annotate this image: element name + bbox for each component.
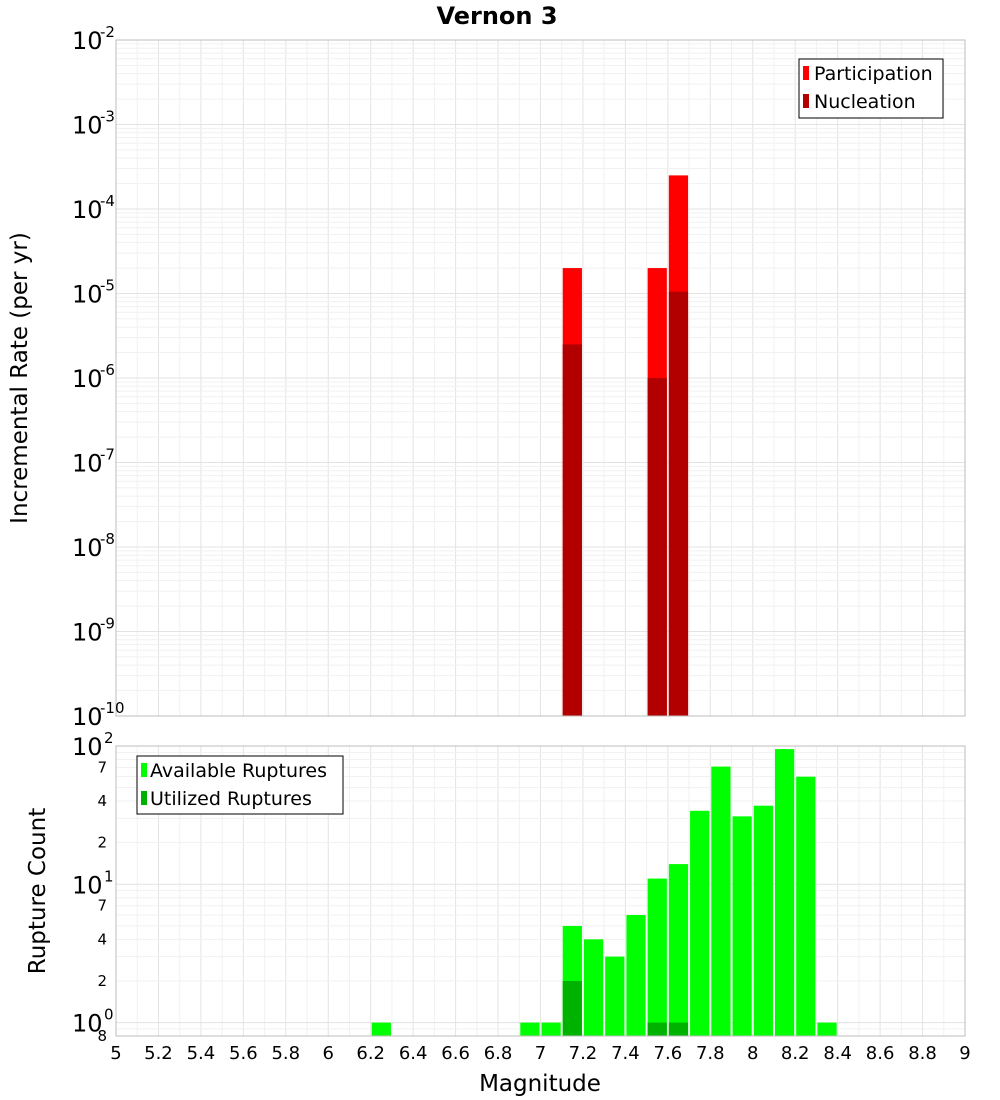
count-panel-y-axis-label: Rupture Count [25,808,51,974]
y-tick-label: 10 [72,733,103,761]
rate-panel-frame [115,39,966,717]
x-tick-label: 9 [959,1043,970,1064]
available-ruptures-bar [732,816,752,1036]
y-tick-exponent: -3 [100,108,115,126]
y-tick-label: 10 [72,365,103,393]
x-tick-label: 5.2 [144,1043,173,1064]
available-ruptures-bar [796,776,816,1036]
available-ruptures-bar [626,914,646,1036]
available-ruptures-bar [520,1022,540,1036]
y-tick-exponent: -5 [100,277,115,295]
available-ruptures-bar [774,749,795,1036]
y-minor-tick-label: 2 [97,834,107,852]
legend-label-utilized-ruptures: Utilized Ruptures [150,788,312,810]
y-tick-exponent: -7 [100,446,115,464]
x-tick-label: 8.6 [866,1043,895,1064]
rate-panel-grid [115,39,966,717]
y-tick-label: 10 [72,871,103,899]
y-minor-tick-label: 2 [97,972,107,990]
available-ruptures-bar [711,766,731,1036]
y-tick-label: 10 [72,1010,103,1038]
y-tick-label: 10 [72,112,103,140]
available-ruptures-bar [371,1022,391,1036]
rate-panel-legend: Participation Nucleation [798,58,944,119]
x-tick-label: 5 [110,1043,121,1064]
x-tick-label: 6.6 [441,1043,470,1064]
y-minor-tick-label: 4 [97,930,107,948]
available-ruptures-bar [605,956,625,1036]
y-tick-exponent: -6 [100,361,115,379]
x-tick-label: 8.4 [823,1043,852,1064]
y-tick-exponent: -2 [100,23,115,41]
y-tick-label: 10 [72,534,103,562]
legend-swatch-nucleation [803,94,809,108]
y-tick-exponent: 0 [104,1006,114,1024]
available-ruptures-bar [668,864,689,1036]
legend-swatch-available-ruptures [141,763,147,777]
x-tick-label: 5.6 [229,1043,258,1064]
y-minor-tick-label: 7 [97,897,107,915]
y-tick-exponent: 2 [104,729,114,747]
y-tick-label: 10 [72,27,103,55]
x-tick-label: 6.2 [356,1043,385,1064]
x-axis-label: Magnitude [479,1071,601,1097]
y-tick-label: 10 [72,450,103,478]
legend-swatch-utilized-ruptures [141,791,147,805]
utilized-ruptures-bar [668,1022,689,1036]
y-tick-label: 10 [72,619,103,647]
y-tick-exponent: -9 [100,615,115,633]
available-ruptures-bar [753,805,773,1036]
available-ruptures-bar [541,1022,561,1036]
rate-panel-legend-box [798,58,944,119]
x-tick-label: 7 [535,1043,546,1064]
nucleation-bar [668,291,689,716]
x-tick-label: 5.4 [187,1043,216,1064]
legend-label-available-ruptures: Available Ruptures [150,760,327,782]
y-tick-exponent: -10 [100,699,125,717]
utilized-ruptures-bar [562,980,582,1036]
available-ruptures-bar [583,939,604,1036]
y-minor-tick-label: 4 [97,792,107,810]
available-ruptures-bar [647,878,667,1036]
x-tick-label: 7.6 [654,1043,683,1064]
utilized-ruptures-bar [647,1022,667,1036]
x-tick-label: 8.2 [781,1043,810,1064]
x-tick-label: 6 [323,1043,334,1064]
x-tick-label: 8.8 [908,1043,937,1064]
rate-panel-y-axis-label: Incremental Rate (per yr) [7,232,33,524]
rate-panel-bars [562,175,689,716]
legend-label-nucleation: Nucleation [814,91,916,113]
y-tick-label: 10 [72,281,103,309]
available-ruptures-bar [690,810,710,1036]
x-tick-label: 5.8 [271,1043,300,1064]
y-tick-label: 10 [72,196,103,224]
chart-title: Vernon 3 [436,2,557,30]
x-tick-label: 6.4 [399,1043,428,1064]
nucleation-bar [562,344,582,716]
nucleation-bar [647,378,667,716]
y-tick-exponent: 1 [104,867,114,885]
y-minor-tick-label: 8 [97,1027,107,1045]
x-tick-label: 7.4 [611,1043,640,1064]
x-tick-label: 6.8 [484,1043,513,1064]
x-tick-label: 7.8 [696,1043,725,1064]
count-panel-legend-box [136,755,344,815]
count-panel-x-ticks: 5 5.2 5.4 5.6 5.8 6 6.2 6.4 6.6 6.8 7 7.2 7.4 7.6 7.8 8… [110,1043,970,1064]
y-tick-exponent: -8 [100,530,115,548]
count-panel-frame [115,745,966,1037]
x-tick-label: 7.2 [569,1043,598,1064]
y-tick-label: 10 [72,703,103,731]
count-panel-legend: Available Ruptures Utilized Ruptures [136,755,344,815]
y-minor-tick-label: 7 [97,758,107,776]
legend-label-participation: Participation [814,63,933,85]
x-tick-label: 8 [747,1043,758,1064]
count-panel-bars [371,749,837,1036]
legend-swatch-participation [803,66,809,80]
available-ruptures-bar [817,1022,837,1036]
y-tick-exponent: -4 [100,192,115,210]
